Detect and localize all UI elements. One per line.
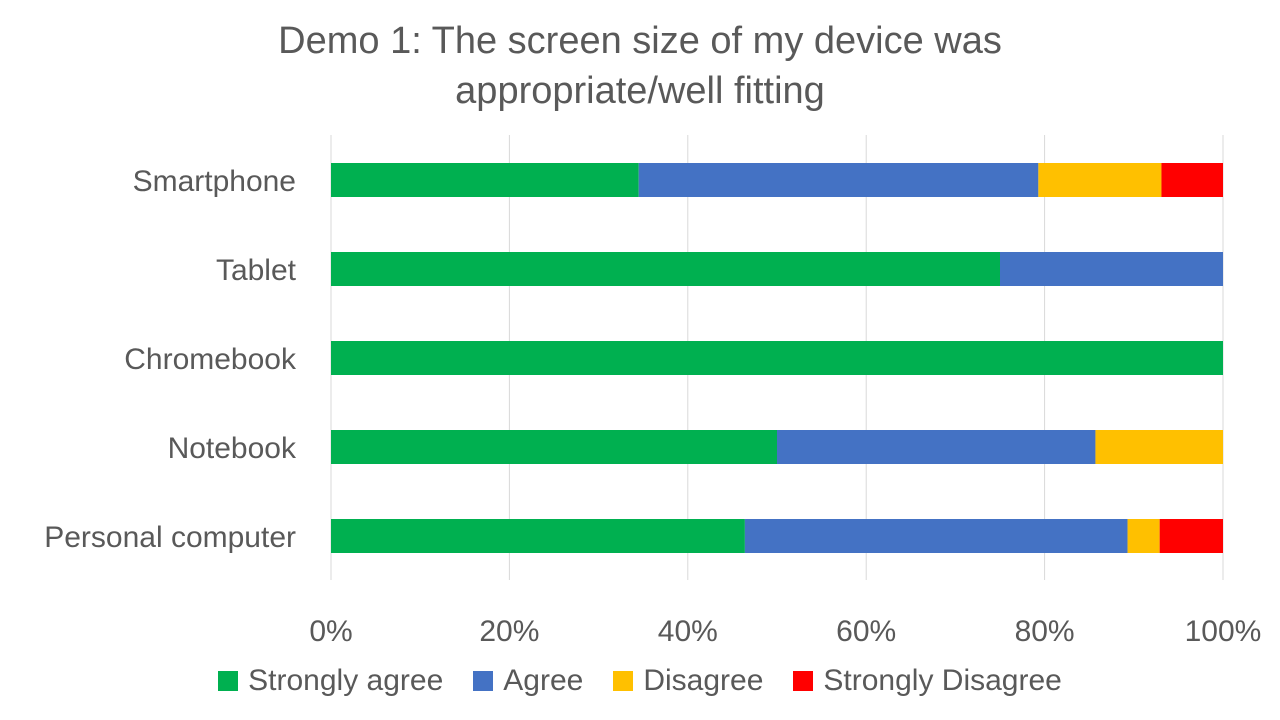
category-label: Tablet	[216, 254, 297, 287]
bar-segment	[1159, 519, 1223, 553]
chart-title: Demo 1: The screen size of my device was…	[180, 16, 1100, 116]
chart-title-line-1: Demo 1: The screen size of my device was	[278, 20, 1002, 62]
legend-item: Agree	[473, 664, 583, 698]
x-tick-label: 100%	[1185, 615, 1262, 648]
legend-item: Disagree	[613, 664, 763, 698]
x-tick-label: 60%	[836, 615, 896, 648]
legend-item: Strongly Disagree	[793, 664, 1062, 698]
bar-segment	[331, 430, 777, 464]
bar-segment	[1038, 163, 1162, 197]
legend-swatch	[218, 671, 239, 691]
chart-title-line-2: appropriate/well fitting	[455, 70, 825, 112]
category-label: Chromebook	[124, 343, 297, 376]
bar-segment	[1127, 519, 1160, 553]
bar-segment	[331, 252, 1000, 286]
bar-segment	[1161, 163, 1223, 197]
x-tick-label: 0%	[309, 615, 352, 648]
bar-segment	[638, 163, 1039, 197]
legend-label: Strongly agree	[248, 664, 444, 697]
x-tick-label: 20%	[479, 615, 539, 648]
chart-legend: Strongly agree Agree Disagree Strongly Disa…	[0, 664, 1280, 698]
bar-segment	[1095, 430, 1223, 464]
x-tick-label: 40%	[658, 615, 718, 648]
legend-swatch	[613, 671, 634, 691]
bar-segment	[777, 430, 1096, 464]
bar-segment	[331, 163, 639, 197]
legend-label: Strongly Disagree	[823, 664, 1062, 697]
bar-segment	[331, 519, 745, 553]
bar-segment	[331, 341, 1223, 375]
legend-label: Disagree	[643, 664, 764, 697]
category-label: Smartphone	[133, 165, 296, 198]
category-label: Notebook	[168, 432, 297, 465]
bar-segment	[744, 519, 1128, 553]
x-tick-label: 80%	[1015, 615, 1075, 648]
legend-swatch	[793, 671, 814, 691]
bar-segment	[1000, 252, 1223, 286]
legend-item: Strongly agree	[218, 664, 443, 698]
legend-swatch	[473, 671, 494, 691]
category-label: Personal computer	[44, 521, 296, 554]
legend-label: Agree	[503, 664, 584, 697]
